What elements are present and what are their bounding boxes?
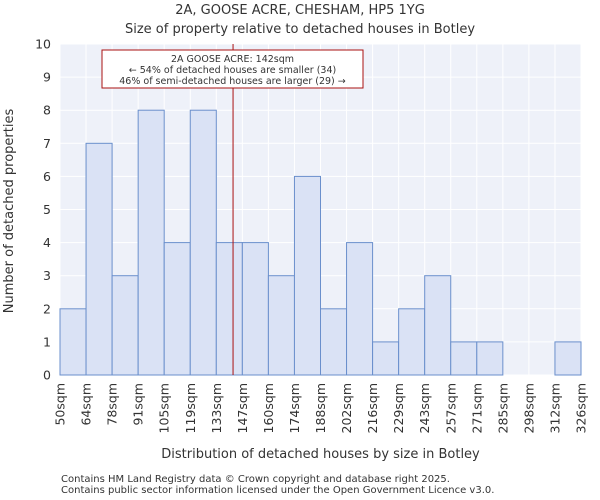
bar [450, 341, 478, 376]
y-tick-label: 8 [43, 103, 51, 118]
x-tick-label: 216sqm [365, 383, 380, 433]
annotation-line: 46% of semi-detached houses are larger (… [119, 76, 346, 87]
y-tick-label: 7 [43, 136, 51, 151]
bar [320, 308, 348, 376]
bar [293, 175, 322, 376]
bar [215, 242, 243, 376]
bar [554, 341, 582, 376]
x-axis-label: Distribution of detached houses by size … [161, 447, 480, 462]
footer-licence: Contains public sector information licen… [61, 485, 495, 496]
bar [372, 341, 400, 376]
bar [424, 275, 452, 376]
annotation-line: ← 54% of detached houses are smaller (34… [129, 65, 336, 76]
annotation-line: 2A GOOSE ACRE: 142sqm [171, 54, 294, 65]
x-tick-label: 50sqm [53, 383, 68, 426]
chart-subtitle: Size of property relative to detached ho… [125, 22, 475, 37]
x-tick-label: 298sqm [521, 383, 536, 433]
y-axis-ticks: 0 1 2 3 4 5 6 7 8 9 10 [35, 37, 51, 383]
y-axis-label: Number of detached properties [2, 109, 17, 314]
x-tick-label: 257sqm [443, 383, 458, 433]
y-tick-label: 1 [43, 334, 51, 349]
y-tick-label: 9 [43, 70, 51, 85]
annotation-box [101, 49, 364, 89]
x-tick-label: 202sqm [339, 383, 354, 433]
y-tick-label: 3 [43, 268, 51, 283]
bar [346, 242, 374, 376]
y-tick-label: 0 [43, 368, 51, 383]
bar [189, 109, 217, 376]
y-tick-label: 2 [43, 301, 51, 316]
y-tick-label: 10 [35, 37, 51, 52]
x-tick-label: 271sqm [469, 383, 484, 433]
bar [111, 275, 139, 376]
x-tick-label: 160sqm [261, 383, 276, 433]
bar [476, 341, 504, 376]
y-tick-label: 4 [43, 235, 51, 250]
bar [59, 308, 87, 376]
y-tick-label: 5 [43, 202, 51, 217]
bar [241, 242, 269, 376]
x-tick-label: 64sqm [79, 383, 94, 426]
bar [398, 308, 426, 376]
x-tick-label: 188sqm [313, 383, 328, 433]
x-tick-label: 312sqm [547, 383, 562, 433]
bar [137, 109, 165, 376]
bar [267, 275, 295, 376]
x-tick-label: 229sqm [391, 383, 406, 433]
x-tick-label: 105sqm [157, 383, 172, 433]
x-tick-label: 133sqm [209, 383, 224, 433]
x-tick-label: 243sqm [417, 383, 432, 433]
annotation: 2A GOOSE ACRE: 142sqm ← 54% of detached … [101, 49, 364, 89]
chart-title: 2A, GOOSE ACRE, CHESHAM, HP5 1YG [175, 3, 425, 18]
bar [163, 242, 191, 376]
x-tick-label: 147sqm [235, 383, 250, 433]
x-axis-ticks: 50sqm 64sqm 78sqm 91sqm 105sqm 119sqm 133sqm 14… [53, 383, 589, 433]
footer-copyright: Contains HM Land Registry data © Crown c… [61, 474, 450, 485]
x-tick-label: 91sqm [131, 383, 146, 426]
bar [85, 142, 113, 376]
x-tick-label: 174sqm [287, 383, 302, 433]
x-tick-label: 326sqm [574, 383, 589, 433]
x-tick-label: 78sqm [105, 383, 120, 426]
bars [59, 109, 582, 376]
x-tick-label: 119sqm [183, 383, 198, 433]
x-tick-label: 285sqm [495, 383, 510, 433]
y-tick-label: 6 [43, 169, 51, 184]
